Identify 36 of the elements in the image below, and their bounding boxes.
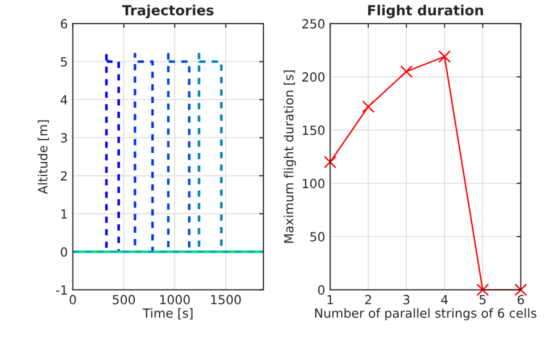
y-axis-title: Maximum flight duration [s] <box>284 70 296 243</box>
point <box>362 100 375 113</box>
x-tick-label: 1 <box>328 295 333 304</box>
point <box>514 284 528 296</box>
x-tick-label: 3 <box>403 294 410 304</box>
point <box>476 284 489 296</box>
x-tick-label: 500 <box>112 294 135 304</box>
x-tick-label: 4 <box>441 295 448 304</box>
point <box>438 50 451 63</box>
x-tick-label: 5 <box>480 295 486 304</box>
y-tick-label: 6 <box>60 19 68 29</box>
point <box>400 65 413 78</box>
chart-title: Flight duration <box>368 4 483 18</box>
x-axis-title: Time [s] <box>142 308 192 320</box>
y-tick-label: 250 <box>302 19 324 29</box>
x-tick-label: 6 <box>518 294 524 304</box>
y-tick-label: 150 <box>302 126 324 136</box>
y-tick-label: 100 <box>302 178 324 188</box>
x-axis-title: Number of parallel strings of 6 cells <box>315 308 536 320</box>
y-tick-label: 200 <box>302 72 324 82</box>
y-tick-label: 0 <box>60 247 68 257</box>
y-tick-label: 3 <box>60 133 67 143</box>
point <box>324 156 336 168</box>
y-tick-label: 2 <box>60 171 67 180</box>
y-tick-label: 5 <box>60 57 67 67</box>
y-tick-label: 4 <box>60 95 68 104</box>
x-tick-label: 1000 <box>160 294 190 304</box>
y-tick-label: -1 <box>56 285 67 295</box>
y-tick-label: 1 <box>61 209 67 219</box>
y-tick-label: 50 <box>310 232 324 242</box>
chart-title: Trajectories <box>122 4 214 18</box>
y-axis-title: Altitude [m] <box>38 120 49 194</box>
x-tick-label: 2 <box>365 294 372 304</box>
x-tick-label: 0 <box>70 294 76 304</box>
x-tick-label: 1500 <box>211 294 241 304</box>
y-tick-label: 0 <box>318 285 324 295</box>
